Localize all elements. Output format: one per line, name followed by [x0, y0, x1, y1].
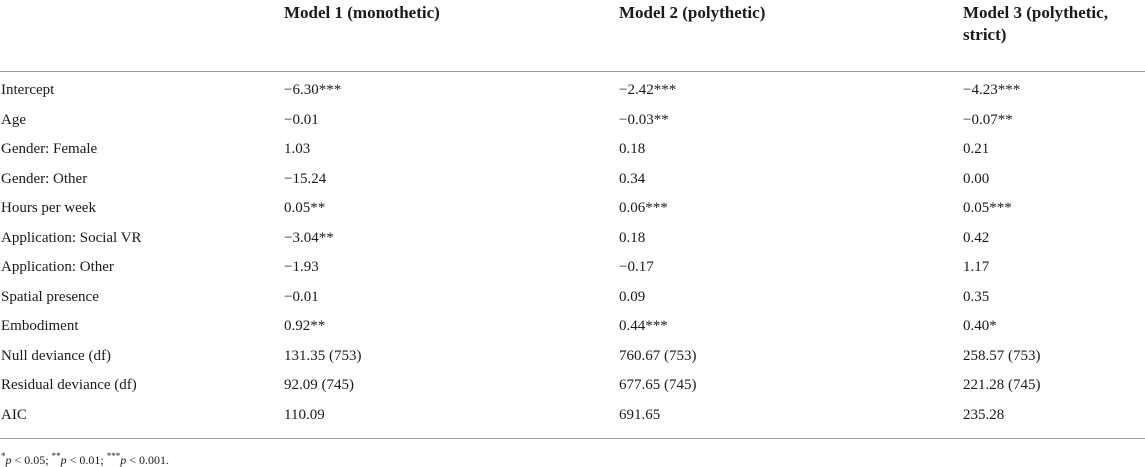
- table-cell-label: Application: Social VR: [1, 229, 142, 246]
- table-cell-label: Hours per week: [1, 200, 96, 217]
- table-cell-label: Spatial presence: [1, 288, 99, 305]
- table-cell-model-1: −0.01: [284, 111, 319, 128]
- table-cell-model-1: 0.92**: [284, 318, 326, 335]
- table-row: Application: Social VR −3.04** 0.18 0.42: [0, 223, 1145, 253]
- table-cell-label: Gender: Other: [1, 170, 88, 187]
- table-row: Hours per week 0.05** 0.06*** 0.05***: [0, 194, 1145, 224]
- table-cell-model-1: −15.24: [284, 170, 327, 187]
- footnote-significance-mark: *: [1, 451, 6, 461]
- table-cell-label: Null deviance (df): [1, 347, 111, 364]
- table-cell-model-3: 258.57 (753): [963, 347, 1041, 364]
- footnote-significance-mark: **: [51, 451, 61, 461]
- table-cell-model-3: 0.05***: [963, 200, 1012, 217]
- table-cell-model-2: 677.65 (745): [619, 377, 697, 394]
- table-row: Intercept −6.30*** −2.42*** −4.23***: [0, 71, 1145, 105]
- table-cell-model-1: −6.30***: [284, 82, 342, 99]
- table-cell-model-3: −0.07**: [963, 111, 1013, 128]
- footnote-p-symbol: p: [5, 453, 12, 467]
- footnote-threshold-text: < 0.01;: [66, 453, 107, 467]
- table-cell-label: Gender: Female: [1, 141, 98, 158]
- table-cell-model-2: 0.18: [619, 229, 646, 246]
- table-cell-model-3: 0.21: [963, 141, 990, 158]
- table-cell-model-2: −0.17: [619, 259, 654, 276]
- header-cell-model-2: Model 2 (polythetic): [619, 0, 963, 72]
- table-row: Residual deviance (df) 92.09 (745) 677.65 …: [0, 371, 1145, 401]
- table-body: Intercept −6.30*** −2.42*** −4.23*** Age −0.0…: [0, 71, 1145, 434]
- table-cell-label: Age: [1, 111, 26, 128]
- table-cell-model-1: 0.05**: [284, 200, 326, 217]
- header-row: Model 1 (monothetic) Model 2 (polythetic…: [0, 0, 1145, 72]
- table-cell-model-1: 1.03: [284, 141, 311, 158]
- table-cell-model-2: 691.65: [619, 406, 661, 423]
- table-row: Null deviance (df) 131.35 (753) 760.67 (75…: [0, 341, 1145, 371]
- table-cell-model-1: −0.01: [284, 288, 319, 305]
- table-cell-model-3: 0.00: [963, 170, 990, 187]
- table-cell-model-3: −4.23***: [963, 82, 1021, 99]
- table-row: Gender: Female 1.03 0.18 0.21: [0, 135, 1145, 165]
- footnote-threshold-text: < 0.001.: [126, 453, 169, 467]
- table-bottom-rule: [0, 438, 1145, 439]
- header-cell-predictor: [0, 0, 284, 72]
- table-cell-model-3: 221.28 (745): [963, 377, 1041, 394]
- table-cell-label: Intercept: [1, 82, 55, 99]
- table-row: Embodiment 0.92** 0.44*** 0.40*: [0, 312, 1145, 342]
- table-cell-model-1: −1.93: [284, 259, 319, 276]
- table-cell-model-2: −2.42***: [619, 82, 677, 99]
- footnote-p-symbol: p: [120, 453, 127, 467]
- table-row: Gender: Other −15.24 0.34 0.00: [0, 164, 1145, 194]
- table-cell-model-3: 235.28: [963, 406, 1005, 423]
- footnote-p-symbol: p: [60, 453, 67, 467]
- header-cell-model-1: Model 1 (monothetic): [284, 0, 619, 72]
- table-cell-label: Residual deviance (df): [1, 377, 137, 394]
- footnote-significance-mark: ***: [106, 451, 121, 461]
- table-cell-model-3: 0.40*: [963, 318, 997, 335]
- table-cell-label: AIC: [1, 406, 27, 423]
- table-row: Age −0.01 −0.03** −0.07**: [0, 105, 1145, 135]
- table-cell-model-2: 760.67 (753): [619, 347, 697, 364]
- table-header: Model 1 (monothetic) Model 2 (polythetic…: [0, 0, 1145, 72]
- table-row: Application: Other −1.93 −0.17 1.17: [0, 253, 1145, 283]
- significance-footnote: *p < 0.05; **p < 0.01; ***p < 0.001.: [1, 449, 169, 467]
- table-cell-label: Embodiment: [1, 318, 79, 335]
- table-cell-model-1: 110.09: [284, 406, 325, 423]
- table-cell-model-3: 1.17: [963, 259, 990, 276]
- table-cell-model-2: 0.34: [619, 170, 646, 187]
- table-cell-model-3: 0.35: [963, 288, 990, 305]
- table-cell-label: Application: Other: [1, 259, 114, 276]
- table-cell-model-2: 0.09: [619, 288, 646, 305]
- regression-table-container: Model 1 (monothetic) Model 2 (polythetic…: [0, 0, 1145, 434]
- table-cell-model-1: −3.04**: [284, 229, 334, 246]
- table-cell-model-3: 0.42: [963, 229, 990, 246]
- header-cell-model-3: Model 3 (polythetic, strict): [963, 0, 1145, 72]
- footnote-threshold-text: < 0.05;: [11, 453, 52, 467]
- table-row: AIC 110.09 691.65 235.28: [0, 400, 1145, 434]
- table-row: Spatial presence −0.01 0.09 0.35: [0, 282, 1145, 312]
- table-cell-model-2: 0.18: [619, 141, 646, 158]
- table-cell-model-1: 92.09 (745): [284, 377, 354, 394]
- regression-table: Model 1 (monothetic) Model 2 (polythetic…: [0, 0, 1145, 434]
- table-cell-model-2: −0.03**: [619, 111, 669, 128]
- table-cell-model-2: 0.06***: [619, 200, 668, 217]
- table-cell-model-2: 0.44***: [619, 318, 668, 335]
- table-cell-model-1: 131.35 (753): [284, 347, 362, 364]
